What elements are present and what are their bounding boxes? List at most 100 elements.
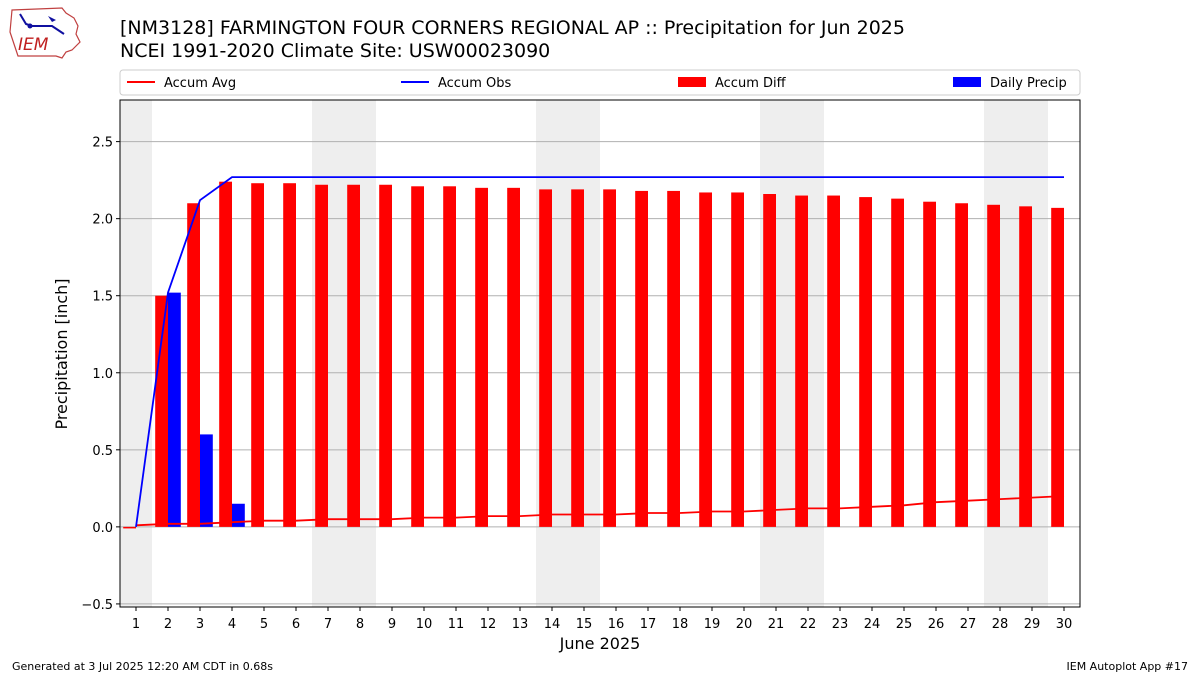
accum-obs-line	[135, 176, 1064, 528]
accum-diff-bar	[763, 194, 776, 527]
chart-title: [NM3128] FARMINGTON FOUR CORNERS REGIONA…	[120, 17, 905, 39]
accum-diff-bar	[635, 190, 648, 527]
x-tick-label: 21	[768, 617, 785, 632]
accum-diff-bar	[283, 183, 296, 527]
x-tick-label: 28	[992, 617, 1009, 632]
x-axis: 1 2 3 4 5 6 7 8 9 10 11 12 13 14 15 16 17 18 19 20 21 22 23 24 2…	[132, 607, 1072, 632]
x-tick-label: 16	[608, 617, 625, 632]
accum-diff-bar	[923, 201, 936, 527]
accum-diff-bar	[539, 189, 552, 527]
x-tick-label: 12	[480, 617, 497, 632]
accum-diff-bar	[123, 526, 136, 529]
x-tick-label: 14	[544, 617, 561, 632]
accum-diff-bar	[219, 181, 232, 527]
accum-diff-bar	[827, 195, 840, 527]
accum-diff-bar	[443, 186, 456, 527]
x-tick-label: 24	[864, 617, 881, 632]
weekend-bands	[120, 100, 1048, 607]
daily-precip-legend-label: Daily Precip	[990, 76, 1067, 91]
accum-diff-bar	[379, 184, 392, 527]
x-tick-label: 11	[448, 617, 465, 632]
accum-diff-bar	[315, 184, 328, 527]
accum-diff-bar	[187, 203, 200, 527]
x-tick-label: 5	[260, 617, 268, 632]
x-tick-label: 22	[800, 617, 817, 632]
x-tick-label: 30	[1056, 617, 1073, 632]
x-tick-label: 9	[388, 617, 396, 632]
accum-diff-bar	[475, 187, 488, 527]
x-tick-label: 18	[672, 617, 689, 632]
line-series	[135, 176, 1065, 528]
accum-diff-bar	[667, 190, 680, 527]
y-gridlines	[120, 141, 1080, 605]
y-tick-label: 2.5	[92, 136, 113, 151]
chart-subtitle: NCEI 1991-2020 Climate Site: USW00023090	[120, 40, 551, 62]
x-tick-label: 13	[512, 617, 529, 632]
app-credit: IEM Autoplot App #17	[1066, 660, 1189, 673]
bar-series	[123, 181, 1064, 529]
x-tick-label: 8	[356, 617, 364, 632]
plot-area-frame	[119, 99, 1081, 608]
x-tick-label: 20	[736, 617, 753, 632]
y-tick-label: 0.5	[92, 444, 113, 459]
daily-precip-bar	[200, 434, 213, 527]
x-tick-label: 6	[292, 617, 300, 632]
logo-text: IEM	[18, 35, 49, 55]
river-icon	[19, 13, 65, 35]
y-tick-label: −0.5	[81, 598, 113, 613]
accum-diff-legend-swatch	[678, 77, 706, 87]
y-tick-label: 0.0	[92, 521, 113, 536]
accum-diff-bar	[859, 197, 872, 527]
x-tick-label: 27	[960, 617, 977, 632]
y-tick-label: 2.0	[92, 213, 113, 228]
accum-diff-bar	[1019, 206, 1032, 527]
x-tick-label: 10	[416, 617, 433, 632]
x-axis-label: June 2025	[559, 634, 641, 653]
accum-diff-bar	[347, 184, 360, 527]
x-tick-label: 3	[196, 617, 204, 632]
x-tick-label: 4	[228, 617, 236, 632]
legend-frame	[119, 69, 1081, 96]
iowa-outline-icon	[9, 7, 81, 59]
generated-note: Generated at 3 Jul 2025 12:20 AM CDT in …	[12, 660, 273, 673]
daily-precip-bar	[168, 292, 181, 527]
daily-precip-bar	[232, 503, 245, 527]
y-tick-label: 1.0	[92, 367, 113, 382]
accum-avg-legend-label: Accum Avg	[164, 76, 236, 91]
x-tick-label: 1	[132, 617, 140, 632]
accum-obs-legend-label: Accum Obs	[438, 76, 511, 91]
weekend-band	[120, 100, 152, 607]
x-tick-label: 25	[896, 617, 913, 632]
accum-diff-bar	[891, 198, 904, 527]
y-tick-label: 1.5	[92, 290, 113, 305]
accum-diff-bar	[987, 204, 1000, 527]
x-tick-label: 23	[832, 617, 849, 632]
accum-diff-bar	[571, 189, 584, 527]
accum-diff-bar	[603, 189, 616, 527]
x-tick-label: 2	[164, 617, 172, 632]
x-tick-label: 26	[928, 617, 945, 632]
accum-diff-bar	[251, 183, 264, 527]
x-tick-label: 15	[576, 617, 593, 632]
accum-diff-bar	[795, 195, 808, 527]
accum-diff-bar	[699, 192, 712, 527]
accum-diff-bar	[411, 186, 424, 527]
x-tick-label: 29	[1024, 617, 1041, 632]
iem-logo: IEM	[9, 7, 81, 59]
accum-diff-bar	[155, 295, 168, 527]
legend: Accum Avg Accum Obs Accum Diff Daily Precip	[119, 69, 1081, 96]
daily-precip-legend-swatch	[953, 77, 981, 87]
accum-diff-bar	[955, 203, 968, 527]
y-axis: −0.5 0.0 0.5 1.0 1.5 2.0 2.5	[81, 136, 120, 613]
x-tick-label: 17	[640, 617, 657, 632]
accum-diff-legend-label: Accum Diff	[715, 76, 787, 91]
y-axis-label: Precipitation [inch]	[52, 278, 71, 429]
x-tick-label: 7	[324, 617, 332, 632]
x-tick-label: 19	[704, 617, 721, 632]
accum-diff-bar	[1051, 207, 1064, 527]
accum-diff-bar	[507, 187, 520, 527]
accum-avg-line	[135, 495, 1065, 527]
accum-diff-bar	[731, 192, 744, 527]
